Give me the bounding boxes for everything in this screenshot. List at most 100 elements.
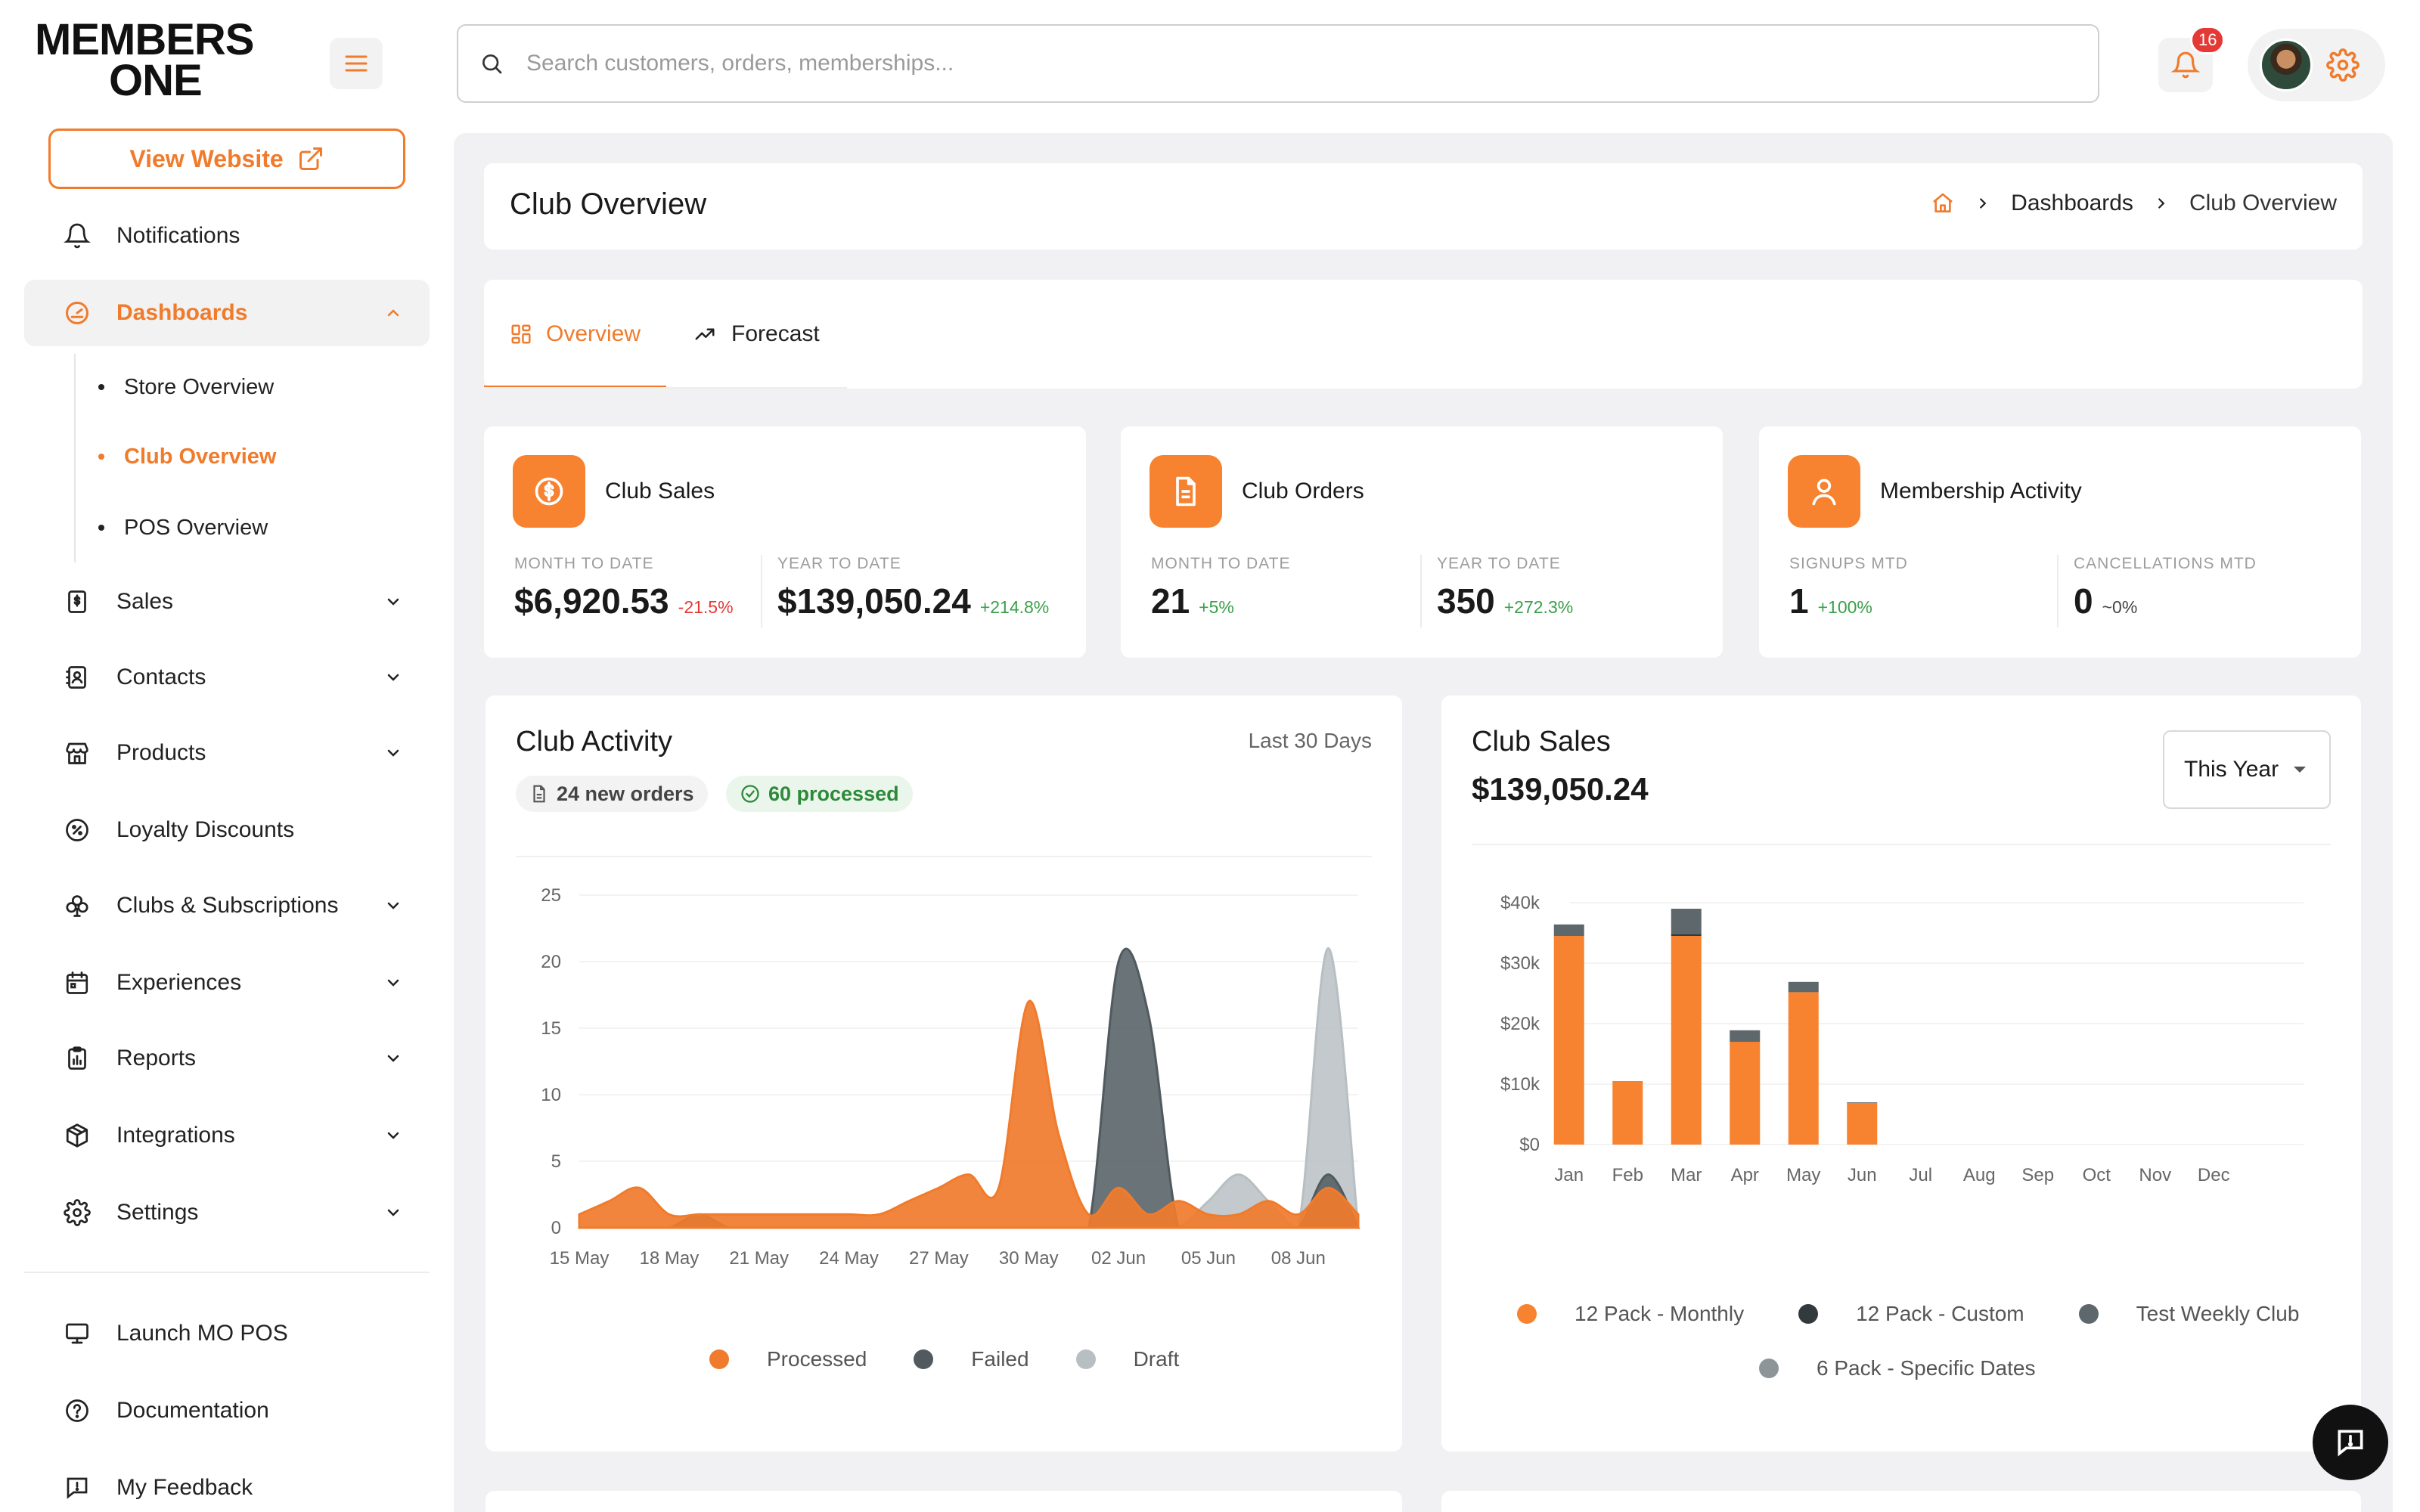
period-select-value: This Year — [2184, 757, 2279, 782]
document-icon — [1150, 455, 1222, 528]
global-search[interactable] — [457, 24, 2099, 103]
x-tick-label: Jan — [1554, 1165, 1584, 1185]
sidebar-item-label: Sales — [116, 589, 174, 614]
x-tick-label: 30 May — [999, 1248, 1059, 1269]
chevron-down-icon — [383, 591, 404, 612]
legend-swatch-failed — [914, 1349, 934, 1369]
sidebar-item-loyalty-discounts[interactable]: Loyalty Discounts — [24, 797, 430, 863]
club-sales-chart: $0 $10k $20k $30k $40k Jan Feb Mar Apr May Jun Jul A… — [1500, 893, 2304, 1185]
hamburger-icon — [345, 55, 368, 72]
stat-change: -21.5% — [678, 597, 734, 617]
sidebar-subitem-pos-overview[interactable]: POS Overview — [98, 505, 268, 550]
receipt-dollar-icon — [62, 587, 92, 617]
legend-label: 12 Pack - Custom — [1856, 1302, 2024, 1325]
card-divider — [1472, 844, 2331, 845]
stat-label: YEAR TO DATE — [1437, 555, 1561, 572]
y-tick-label: 20 — [541, 952, 561, 972]
sidebar-subitem-club-overview[interactable]: Club Overview — [98, 434, 276, 479]
gauge-icon — [62, 298, 92, 328]
avatar[interactable] — [2260, 39, 2313, 91]
stat-value: 1 — [1789, 581, 1809, 621]
legend-label: Draft — [1133, 1347, 1180, 1371]
chat-support-button[interactable] — [2313, 1405, 2388, 1480]
stat-label: CANCELLATIONS MTD — [2074, 555, 2257, 572]
sales-total: $139,050.24 — [1472, 771, 1649, 807]
feedback-icon — [62, 1473, 92, 1503]
stat-change: +272.3% — [1503, 597, 1574, 617]
stat-title: Club Orders — [1242, 479, 1364, 503]
sidebar-item-label: Contacts — [116, 665, 206, 689]
sidebar: MEMBERS ONE View Website Notifications D… — [0, 0, 454, 1512]
tab-label: Overview — [546, 321, 641, 346]
chevron-down-icon — [383, 742, 404, 764]
search-input[interactable] — [526, 51, 1963, 76]
sidebar-item-launch-pos[interactable]: Launch MO POS — [24, 1300, 430, 1367]
x-tick-label: Dec — [2198, 1165, 2230, 1185]
brand-logo[interactable]: MEMBERS ONE — [35, 18, 277, 103]
period-select[interactable]: This Year — [2163, 730, 2331, 809]
bar-may-12-pack-monthly — [1788, 992, 1819, 1145]
stat-card-club-sales: Club Sales MONTH TO DATE $6,920.53 -21.5%… — [484, 426, 1086, 658]
sidebar-item-contacts[interactable]: Contacts — [24, 644, 430, 711]
sidebar-item-experiences[interactable]: Experiences — [24, 950, 430, 1016]
tab-overview[interactable]: Overview — [484, 280, 667, 389]
x-tick-label: 02 Jun — [1091, 1248, 1146, 1269]
sidebar-item-documentation[interactable]: Documentation — [24, 1377, 430, 1444]
tab-underline — [484, 387, 847, 389]
stat-mtd: MONTH TO DATE 21 +5% — [1151, 555, 1291, 621]
sidebar-item-products[interactable]: Products — [24, 720, 430, 786]
x-tick-label: 21 May — [729, 1248, 789, 1269]
tab-bar: Overview Forecast — [484, 280, 2363, 389]
sidebar-item-clubs-subscriptions[interactable]: Clubs & Subscriptions — [24, 872, 430, 939]
gear-icon[interactable] — [2326, 48, 2360, 82]
stat-label: MONTH TO DATE — [514, 555, 654, 572]
y-tick-label: $40k — [1500, 893, 1540, 913]
chevron-down-icon — [383, 1048, 404, 1069]
sidebar-subitem-store-overview[interactable]: Store Overview — [98, 364, 274, 410]
club-activity-card: Club Activity Last 30 Days 24 new orders… — [486, 696, 1402, 1452]
breadcrumb-dashboards[interactable]: Dashboards — [2011, 191, 2133, 215]
card-divider — [516, 856, 1372, 857]
stat-divider — [1420, 555, 1422, 627]
menu-toggle-button[interactable] — [330, 38, 383, 89]
sidebar-item-dashboards[interactable]: Dashboards — [24, 280, 430, 346]
home-icon[interactable] — [1931, 191, 1955, 215]
legend-label: Failed — [971, 1347, 1029, 1371]
stat-mtd: MONTH TO DATE $6,920.53 -21.5% — [514, 555, 734, 621]
legend-label: 6 Pack - Specific Dates — [1817, 1356, 2036, 1380]
processed-chip: 60 processed — [726, 776, 913, 812]
x-tick-label: 05 Jun — [1181, 1248, 1236, 1269]
x-tick-label: Feb — [1612, 1165, 1643, 1185]
user-menu[interactable] — [2248, 29, 2385, 101]
sidebar-item-label: Dashboards — [116, 300, 248, 325]
stat-cancellations: CANCELLATIONS MTD 0 ~0% — [2074, 555, 2257, 621]
sidebar-item-notifications[interactable]: Notifications — [24, 203, 430, 269]
stat-ytd: YEAR TO DATE $139,050.24 +214.8% — [777, 555, 1049, 621]
sidebar-item-reports[interactable]: Reports — [24, 1025, 430, 1092]
stat-change: ~0% — [2102, 597, 2138, 617]
x-tick-label: Jul — [1909, 1165, 1932, 1185]
y-tick-label: 5 — [551, 1151, 561, 1172]
legend-swatch-6-pack-specific-dates — [1759, 1359, 1779, 1378]
new-orders-chip: 24 new orders — [516, 776, 708, 812]
legend-swatch-12-pack-custom — [1798, 1304, 1819, 1324]
sidebar-item-settings[interactable]: Settings — [24, 1179, 430, 1246]
y-tick-label: 25 — [541, 885, 561, 906]
chevron-down-icon — [383, 1202, 404, 1223]
bar-jun-12-pack-monthly — [1847, 1102, 1878, 1145]
chart-legend: 12 Pack - Monthly 12 Pack - Custom Test … — [1517, 1302, 2299, 1326]
tab-forecast[interactable]: Forecast — [666, 280, 845, 389]
chat-alert-icon — [2338, 1430, 2363, 1457]
sidebar-item-feedback[interactable]: My Feedback — [24, 1455, 430, 1512]
stat-label: SIGNUPS MTD — [1789, 555, 1908, 572]
x-tick-label: Jun — [1848, 1165, 1877, 1185]
view-website-button[interactable]: View Website — [48, 129, 405, 189]
sidebar-item-label: Loyalty Discounts — [116, 817, 295, 842]
sidebar-item-integrations[interactable]: Integrations — [24, 1102, 430, 1169]
sidebar-item-label: Settings — [116, 1200, 199, 1225]
stat-change: +214.8% — [979, 597, 1050, 617]
sidebar-item-sales[interactable]: Sales — [24, 569, 430, 635]
help-circle-icon — [62, 1396, 92, 1426]
bar-mar-12-pack-custom — [1671, 934, 1702, 936]
chevron-right-icon — [2158, 198, 2165, 209]
